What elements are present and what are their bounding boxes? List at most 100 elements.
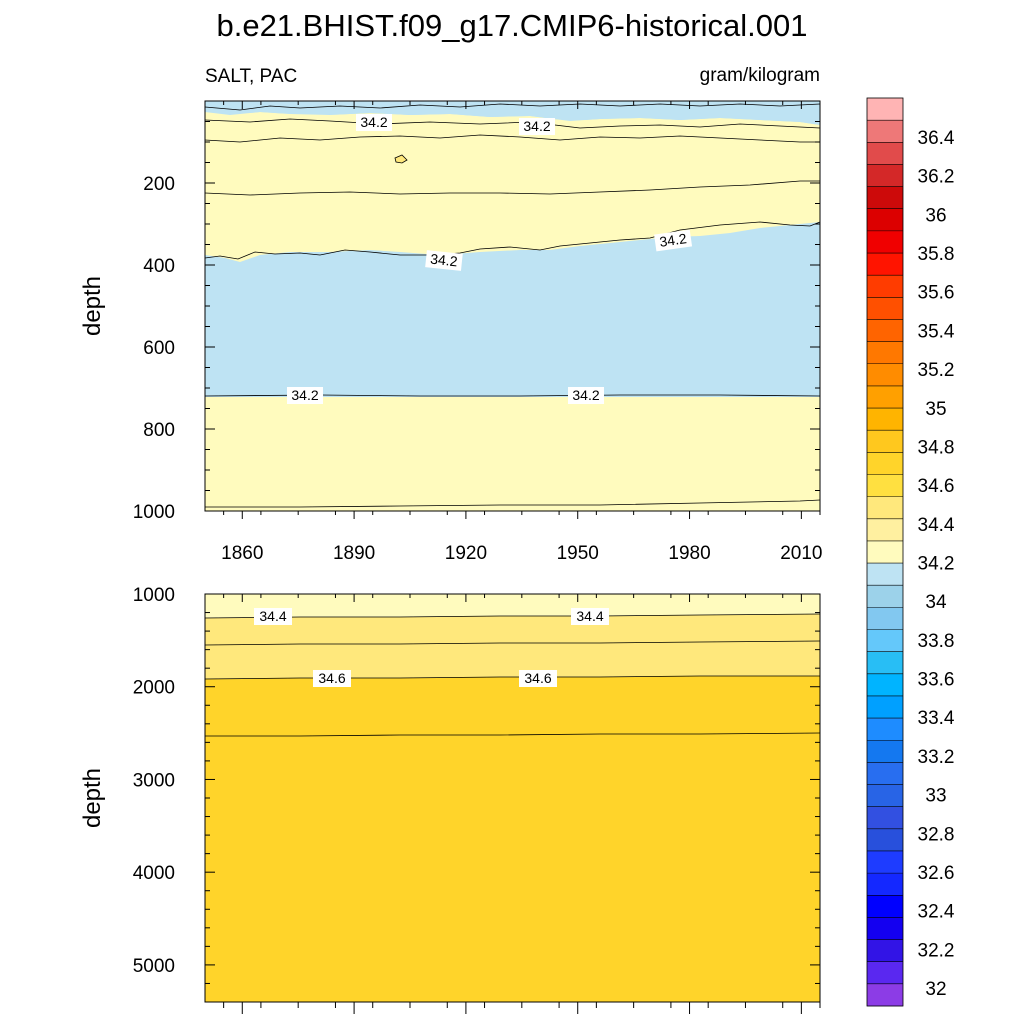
colorbar-swatch	[867, 806, 903, 830]
colorbar-swatch	[867, 540, 903, 564]
colorbar-swatch	[867, 563, 903, 586]
colorbar-label: 34.8	[918, 437, 955, 458]
colorbar-frame	[866, 97, 904, 1007]
contour-label: 34.2	[360, 114, 387, 130]
colorbar-label: 35.2	[918, 360, 955, 381]
colorbar-swatch	[867, 253, 903, 276]
contour-line	[205, 732, 821, 737]
colorbar: 36.4 36.2 36 35.8 35.6 35.4 35.2 35 34.8 34.6 34.4…	[866, 97, 955, 1007]
colorbar-label: 33.2	[918, 747, 955, 768]
colorbar-label: 36	[925, 205, 946, 226]
colorbar-swatch	[867, 297, 903, 320]
lower-contour-lines	[204, 613, 821, 737]
colorbar-swatch	[867, 164, 903, 187]
contour-label: 34.2	[572, 387, 599, 403]
colorbar-label: 35	[925, 399, 946, 420]
colorbar-swatch	[867, 275, 903, 298]
colorbar-swatch	[867, 585, 903, 608]
colorbar-label: 34.2	[918, 554, 955, 575]
colorbar-swatch	[867, 120, 903, 143]
colorbar-swatch	[867, 186, 903, 210]
upper-filled-contours	[205, 101, 820, 511]
colorbar-swatch	[867, 718, 903, 741]
upper-band-34.2-deep	[205, 397, 820, 511]
contour-label: 34.2	[658, 230, 687, 250]
y-tick-label: 400	[143, 256, 175, 277]
y-tick-label: 4000	[133, 863, 175, 884]
colorbar-swatch	[867, 142, 903, 165]
y-tick-label: 5000	[133, 956, 175, 977]
contour-label: 34.4	[259, 608, 286, 624]
colorbar-swatch	[867, 208, 903, 232]
contour-line	[204, 675, 820, 680]
contour-label: 34.2	[430, 251, 459, 270]
colorbar-label: 34.6	[918, 476, 955, 497]
colorbar-swatch	[867, 695, 903, 719]
colorbar-label: 33	[925, 786, 946, 807]
colorbar-swatch	[867, 651, 903, 675]
colorbar-swatch	[867, 762, 903, 785]
colorbar-swatch	[867, 319, 903, 342]
colorbar-label: 35.6	[918, 283, 955, 304]
lower-band-34.2-34.4	[205, 594, 820, 618]
upper-axes: 200 400 600 800 1000 1860 1890 1920 1950 1980 2010	[133, 101, 823, 564]
colorbar-label: 33.8	[918, 631, 955, 652]
lower-panel: 34.4 34.4 34.6 34.6 1000 2000 3000 4000 5000…	[79, 585, 821, 1014]
x-tick-label: 1950	[557, 543, 599, 564]
colorbar-swatch	[867, 740, 903, 763]
y-tick-label: 800	[143, 420, 175, 441]
colorbar-label: 33.4	[918, 708, 955, 729]
colorbar-label: 34.4	[918, 515, 955, 536]
y-tick-label: 1000	[133, 502, 175, 523]
x-tick-label: 2010	[780, 543, 822, 564]
colorbar-swatch	[867, 983, 903, 1007]
colorbar-swatch	[867, 961, 903, 985]
colorbar-swatch	[867, 363, 903, 387]
y-tick-label: 3000	[133, 770, 175, 791]
colorbar-swatch	[867, 474, 903, 497]
contour-label: 34.6	[318, 670, 345, 686]
y-tick-label: 2000	[133, 678, 175, 699]
colorbar-swatch	[867, 452, 903, 475]
figure-title: b.e21.BHIST.f09_g17.CMIP6-historical.001	[216, 8, 807, 43]
y-tick-label: 600	[143, 338, 175, 359]
colorbar-swatch	[867, 496, 903, 520]
x-tick-label: 1980	[668, 543, 710, 564]
colorbar-label: 32.6	[918, 863, 955, 884]
colorbar-label: 32	[925, 979, 946, 1000]
colorbar-swatch	[867, 230, 903, 254]
upper-blue-mid-fix	[205, 222, 820, 396]
upper-y-axis-label: depth	[79, 276, 106, 336]
colorbar-swatch	[867, 430, 903, 453]
y-tick-label: 1000	[133, 585, 175, 606]
colorbar-label: 32.8	[918, 824, 955, 845]
contour-line	[204, 221, 821, 260]
colorbar-swatch	[867, 607, 903, 630]
units-label: gram/kilogram	[700, 65, 820, 86]
contour-label: 34.2	[291, 387, 318, 403]
x-tick-label: 1890	[333, 543, 375, 564]
colorbar-swatch	[867, 850, 903, 874]
contour-line	[204, 613, 821, 619]
lower-y-axis-label: depth	[79, 768, 106, 828]
colorbar-swatch	[867, 939, 903, 963]
colorbar-label: 33.6	[918, 670, 955, 691]
colorbar-swatch	[867, 98, 903, 121]
colorbar-label: 36.2	[918, 167, 955, 188]
upper-contour-lines	[204, 103, 821, 508]
lower-filled-contours	[205, 594, 820, 1002]
colorbar-label: 36.4	[918, 128, 955, 149]
contour-label: 34.4	[576, 608, 603, 624]
colorbar-swatch	[867, 408, 903, 431]
contour-line-small	[394, 154, 408, 164]
x-tick-label: 1920	[445, 543, 487, 564]
variable-label: SALT, PAC	[205, 66, 297, 87]
upper-panel: 34.2 34.2 34.2 34.2 34.2 34.2 200 400 600 8…	[79, 100, 823, 564]
contour-label: 34.2	[523, 118, 550, 134]
colorbar-swatch	[867, 385, 903, 409]
colorbar-swatch	[867, 895, 903, 918]
x-tick-label: 1860	[221, 543, 263, 564]
colorbar-swatch	[867, 341, 903, 365]
colorbar-swatch	[867, 673, 903, 697]
colorbar-swatch	[867, 917, 903, 940]
